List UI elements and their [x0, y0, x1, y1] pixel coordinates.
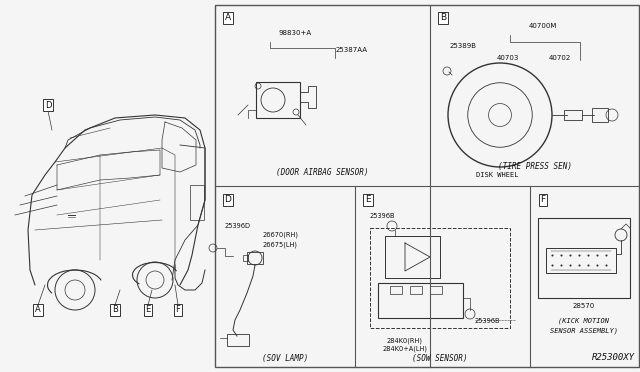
Text: 25396B: 25396B [474, 318, 500, 324]
Bar [227, 334, 249, 346]
Text: B: B [440, 13, 446, 22]
Text: 25396D: 25396D [225, 223, 251, 229]
Bar [538, 218, 630, 298]
Text: D: D [225, 196, 232, 205]
Text: (KICK MOTION: (KICK MOTION [559, 317, 609, 324]
Text: 25389B: 25389B [450, 43, 477, 49]
Bar [247, 252, 263, 264]
Text: 284K0+A(LH): 284K0+A(LH) [383, 346, 428, 353]
Text: R25300XY: R25300XY [592, 353, 635, 362]
Text: A: A [225, 13, 231, 22]
Text: 40700M: 40700M [529, 23, 557, 29]
Text: E: E [365, 196, 371, 205]
Bar [410, 286, 422, 294]
Text: 28570: 28570 [573, 303, 595, 309]
Text: 26675(LH): 26675(LH) [263, 241, 298, 247]
Bar [190, 185, 204, 220]
Bar [243, 255, 248, 261]
Text: E: E [145, 305, 150, 314]
Bar [430, 286, 442, 294]
Text: 284K0(RH): 284K0(RH) [387, 337, 423, 343]
Text: 40702: 40702 [549, 55, 571, 61]
Bar [378, 283, 463, 318]
Bar [390, 286, 402, 294]
Text: D: D [45, 100, 51, 109]
Text: 25387AA: 25387AA [336, 47, 368, 53]
Text: SENSOR ASSEMBLY): SENSOR ASSEMBLY) [550, 327, 618, 334]
Text: (DOOR AIRBAG SENSOR): (DOOR AIRBAG SENSOR) [276, 169, 368, 177]
Bar [564, 110, 582, 120]
Text: (SOW SENSOR): (SOW SENSOR) [412, 353, 468, 362]
Bar [215, 5, 639, 367]
Bar [592, 108, 608, 122]
Text: 25396B: 25396B [370, 213, 396, 219]
Bar [546, 248, 616, 273]
Text: 98830+A: 98830+A [278, 30, 312, 36]
Bar [256, 82, 300, 118]
Text: B: B [112, 305, 118, 314]
Text: DISK WHEEL: DISK WHEEL [476, 172, 518, 178]
Text: F: F [540, 196, 545, 205]
Text: (TIRE PRESS SEN): (TIRE PRESS SEN) [498, 163, 572, 171]
Text: 40703: 40703 [497, 55, 519, 61]
Text: 26670(RH): 26670(RH) [263, 232, 299, 238]
Bar [370, 228, 510, 328]
Text: (SOV LAMP): (SOV LAMP) [262, 353, 308, 362]
Text: A: A [35, 305, 41, 314]
Text: F: F [175, 305, 180, 314]
Bar [385, 236, 440, 278]
